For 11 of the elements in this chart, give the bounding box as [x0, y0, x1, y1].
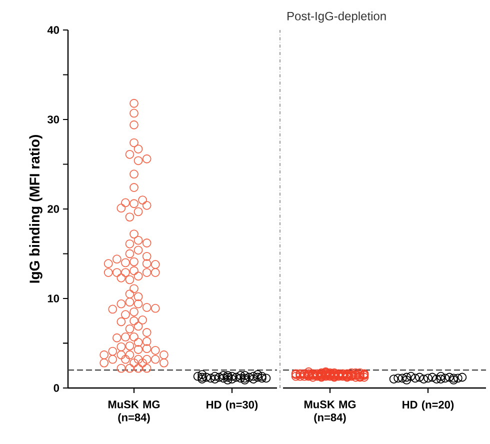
y-tick-label: 0 [54, 384, 60, 392]
y-tick-label: 40 [47, 26, 60, 34]
chart-title: Post-IgG-depletion [288, 12, 386, 23]
x-tick-label: MuSK MG (n=84) [108, 400, 160, 424]
x-tick-label: HD (n=20) [402, 400, 454, 411]
y-axis-title: IgG binding (MFI ratio) [29, 135, 42, 283]
x-tick-label: HD (n=30) [206, 400, 258, 411]
y-tick-label: 30 [47, 116, 60, 124]
y-tick-label: 10 [48, 294, 60, 302]
x-tick-label: MuSK MG (n=84) [304, 400, 356, 424]
y-tick-label: 20 [48, 205, 60, 213]
